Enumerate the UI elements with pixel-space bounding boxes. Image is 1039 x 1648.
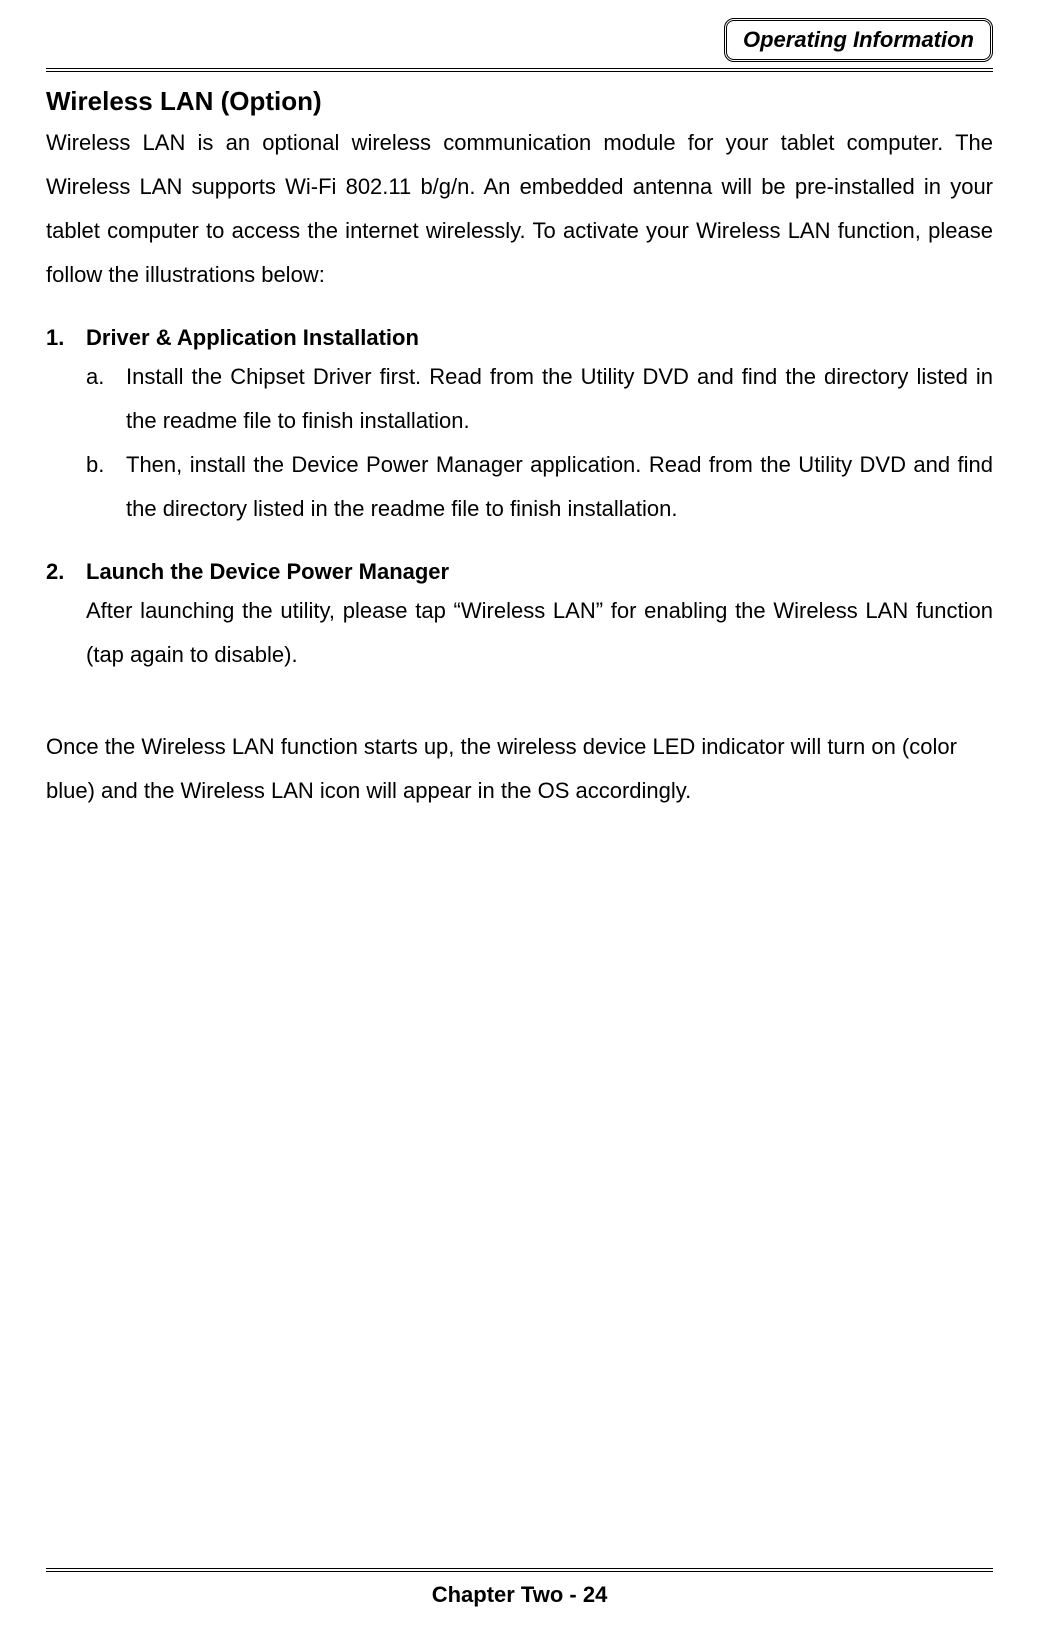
- bottom-rule: [46, 1568, 993, 1572]
- list-item-1-head: 1. Driver & Application Installation: [46, 325, 993, 351]
- sub-list-1: a. Install the Chipset Driver first. Rea…: [46, 355, 993, 531]
- page-footer: Chapter Two - 24: [46, 1568, 993, 1608]
- intro-paragraph: Wireless LAN is an optional wireless com…: [46, 121, 993, 297]
- list-item-1: 1. Driver & Application Installation a. …: [46, 325, 993, 531]
- sub-item-1b-text: Then, install the Device Power Manager a…: [126, 443, 993, 531]
- numbered-list: 1. Driver & Application Installation a. …: [46, 325, 993, 677]
- list-item-2-body: After launching the utility, please tap …: [46, 589, 993, 677]
- document-page: Operating Information Wireless LAN (Opti…: [0, 0, 1039, 1648]
- list-item-2-number: 2.: [46, 559, 86, 585]
- page-title: Wireless LAN (Option): [46, 86, 993, 117]
- list-item-1-number: 1.: [46, 325, 86, 351]
- sub-item-1a-text: Install the Chipset Driver first. Read f…: [126, 355, 993, 443]
- sub-item-1b: b. Then, install the Device Power Manage…: [86, 443, 993, 531]
- list-item-2-head: 2. Launch the Device Power Manager: [46, 559, 993, 585]
- closing-paragraph: Once the Wireless LAN function starts up…: [46, 725, 993, 813]
- list-item-2: 2. Launch the Device Power Manager After…: [46, 559, 993, 677]
- list-item-2-title: Launch the Device Power Manager: [86, 559, 449, 585]
- top-rule: [46, 68, 993, 72]
- list-item-1-title: Driver & Application Installation: [86, 325, 419, 351]
- footer-text: Chapter Two - 24: [46, 1582, 993, 1608]
- header-row: Operating Information: [46, 18, 993, 62]
- header-badge: Operating Information: [724, 18, 993, 62]
- sub-item-1b-letter: b.: [86, 443, 126, 531]
- sub-item-1a: a. Install the Chipset Driver first. Rea…: [86, 355, 993, 443]
- sub-item-1a-letter: a.: [86, 355, 126, 443]
